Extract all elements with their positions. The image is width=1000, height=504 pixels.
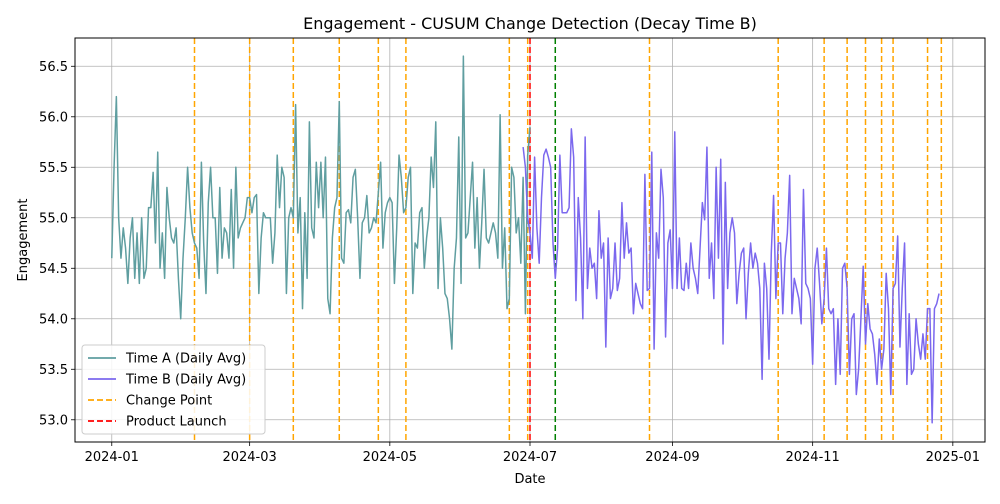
y-tick-label: 54.0 <box>39 312 68 327</box>
x-tick-label: 2024-09 <box>645 450 699 465</box>
legend-product-launch-label: Product Launch <box>126 415 227 430</box>
x-tick-label: 2024-01 <box>85 450 139 465</box>
y-tick-label: 56.0 <box>39 110 68 125</box>
series-time-b-line <box>522 128 940 424</box>
y-tick-label: 55.5 <box>39 161 68 176</box>
legend-time-a-label: Time A (Daily Avg) <box>125 352 246 367</box>
series-time-a-line <box>111 55 531 350</box>
legend-box <box>81 344 266 435</box>
y-tick-label: 53.5 <box>39 363 68 378</box>
axis-ticks: 53.0 53.5 54.0 54.5 55.0 55.5 56.0 56.5 2024-01 2… <box>39 60 980 465</box>
chart-title: Engagement - CUSUM Change Detection (Dec… <box>303 14 757 33</box>
x-tick-label: 2024-05 <box>363 450 417 465</box>
legend: Time A (Daily Avg) Time B (Daily Avg) Chan… <box>81 344 266 435</box>
y-tick-label: 55.0 <box>39 211 68 226</box>
series <box>111 55 940 424</box>
y-tick-label: 56.5 <box>39 60 68 75</box>
y-tick-label: 54.5 <box>39 262 68 277</box>
x-tick-label: 2024-07 <box>503 450 557 465</box>
vertical-markers <box>193 38 943 442</box>
x-tick-label: 2024-03 <box>222 450 276 465</box>
x-axis-title: Date <box>514 472 545 487</box>
y-tick-label: 53.0 <box>39 413 68 428</box>
x-tick-label: 2025-01 <box>926 450 980 465</box>
x-tick-label: 2024-11 <box>785 450 839 465</box>
legend-time-b-label: Time B (Daily Avg) <box>125 373 246 388</box>
legend-change-point-label: Change Point <box>126 394 212 409</box>
y-axis-title: Engagement <box>16 199 31 282</box>
